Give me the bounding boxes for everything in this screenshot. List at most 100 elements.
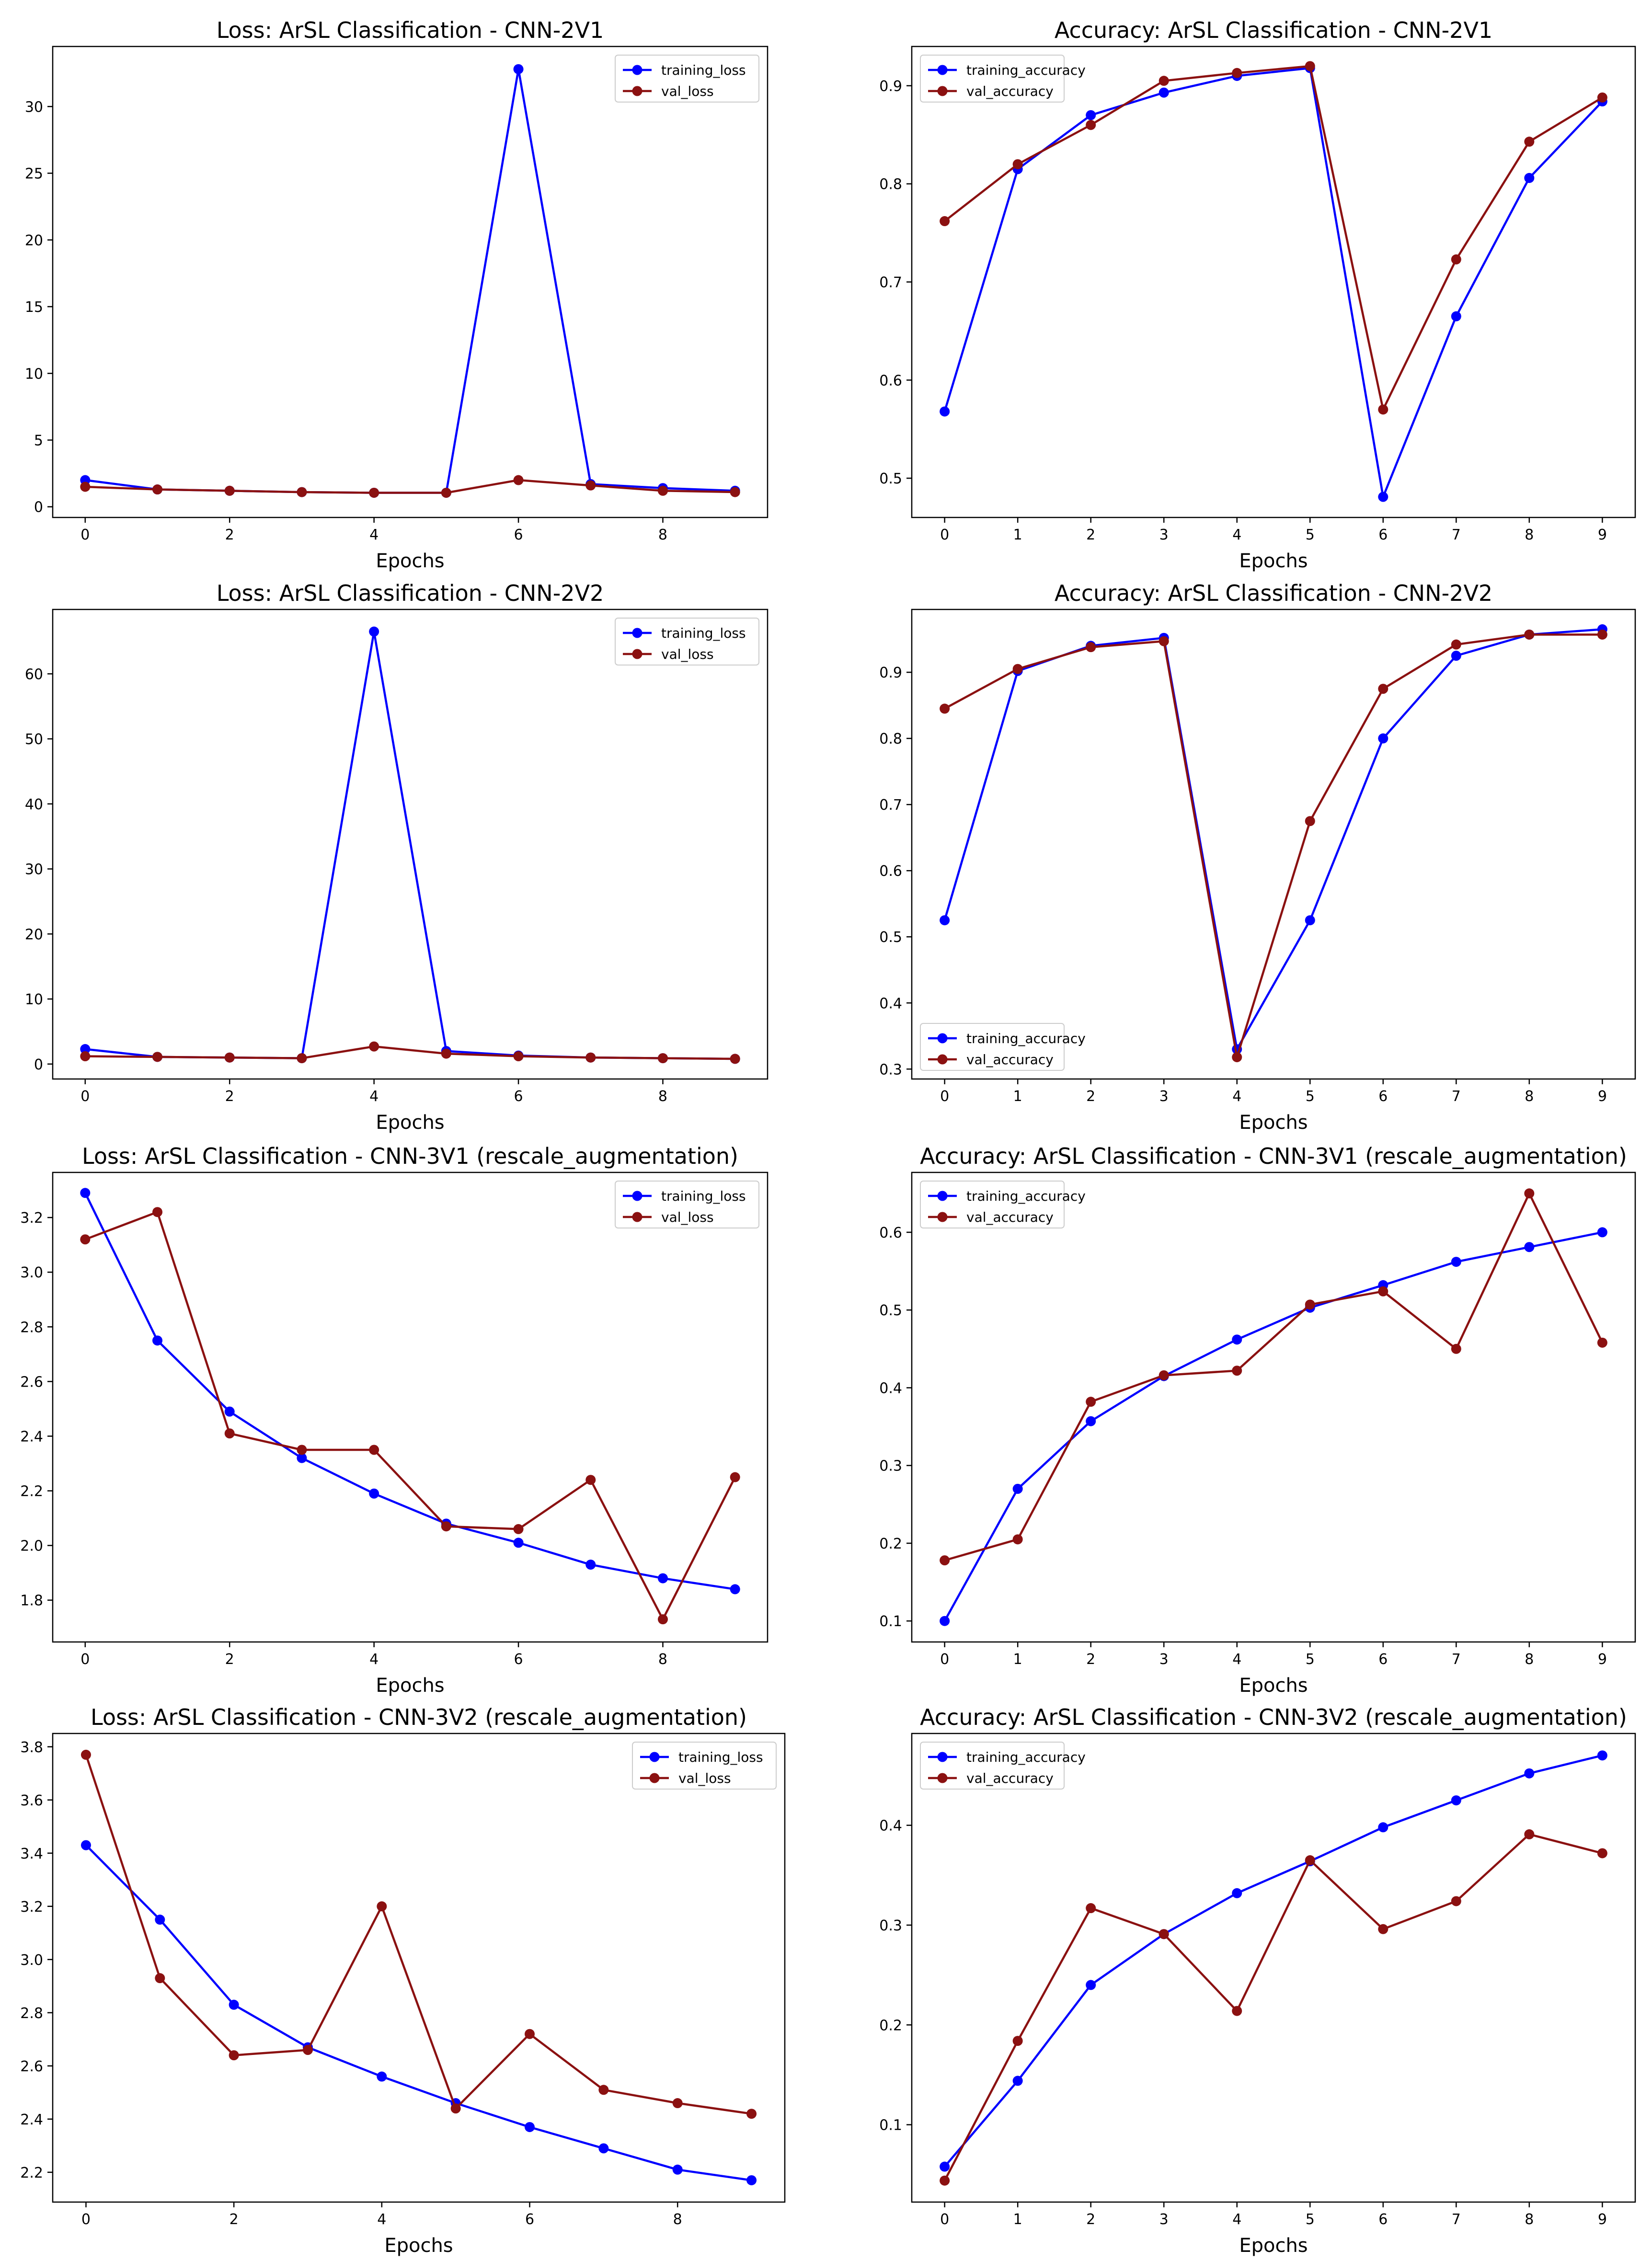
data-point-val_accuracy (1086, 120, 1096, 130)
legend: training_loss val_loss (615, 1181, 759, 1228)
x-tick-label: 9 (1598, 1088, 1607, 1105)
series-line-val_accuracy (943, 1833, 1603, 2181)
data-point-val_loss (672, 2098, 683, 2109)
data-point-training_accuracy (1524, 1242, 1535, 1252)
series-line-training_accuracy (943, 1231, 1603, 1622)
y-tick-label: 5 (34, 432, 43, 449)
x-axis-label: Epochs (1239, 1112, 1308, 1134)
x-tick-label: 6 (525, 2211, 534, 2228)
y-tick-label: 3.8 (20, 1739, 43, 1756)
data-point-val_loss (441, 1048, 451, 1059)
x-tick-label: 4 (1232, 1088, 1241, 1105)
y-tick-label: 10 (25, 991, 43, 1008)
data-point-training_accuracy (1597, 1750, 1607, 1761)
x-tick-label: 7 (1452, 1088, 1461, 1105)
legend-label: training_loss (678, 1749, 763, 1765)
y-tick-label: 0.5 (879, 471, 902, 487)
y-tick-label: 0.6 (879, 372, 902, 389)
data-point-val_accuracy (940, 703, 950, 714)
data-point-training_loss (369, 626, 379, 637)
x-tick-label: 8 (1525, 1088, 1534, 1105)
data-point-val_loss (224, 1052, 235, 1063)
chart-1: Loss: ArSL Classification - CNN-2V1 0 2 4 6 8… (25, 17, 769, 572)
y-tick-label: 2.4 (20, 2112, 43, 2128)
x-tick-label: 6 (514, 1651, 523, 1668)
chart-3: Loss: ArSL Classification - CNN-2V2 0 2 4 6 8… (25, 580, 769, 1134)
x-tick-label: 1 (1013, 1651, 1022, 1668)
x-tick-label: 9 (1598, 1651, 1607, 1668)
y-tick-label: 0.5 (879, 1302, 902, 1319)
data-point-val_accuracy (1159, 76, 1169, 86)
x-tick-label: 2 (1086, 1088, 1095, 1105)
legend-swatch-marker (937, 65, 948, 75)
y-tick-label: 0 (34, 499, 43, 516)
y-tick-label: 0 (34, 1056, 43, 1073)
data-point-training_loss (377, 2071, 387, 2082)
data-point-val_accuracy (1232, 68, 1242, 78)
chart-title: Loss: ArSL Classification - CNN-3V2 (res… (91, 1704, 747, 1730)
legend-swatch-marker (649, 1773, 660, 1783)
x-axis-label: Epochs (376, 550, 444, 572)
data-point-val_loss (377, 1901, 387, 1912)
data-point-training_loss (80, 1840, 91, 1850)
data-point-training_loss (746, 2175, 757, 2185)
data-point-training_accuracy (1159, 87, 1169, 98)
series-line-training_accuracy (943, 628, 1603, 1051)
x-tick-label: 2 (225, 1088, 234, 1105)
data-point-val_loss (229, 2050, 239, 2061)
y-tick-label: 3.6 (20, 1792, 43, 1809)
series-line-training_loss (85, 630, 735, 1060)
data-point-val_loss (369, 1041, 379, 1052)
legend-label: val_accuracy (966, 83, 1054, 99)
legend-swatch-marker (937, 1773, 948, 1783)
series-line-training_loss (85, 1844, 752, 2181)
data-point-val_loss (297, 487, 307, 497)
data-point-val_accuracy (1305, 1855, 1315, 1866)
legend-label: val_accuracy (966, 1770, 1054, 1786)
legend-label: training_loss (661, 62, 746, 78)
legend-label: training_accuracy (966, 62, 1086, 78)
data-point-val_accuracy (1378, 404, 1388, 415)
plot-frame (911, 608, 1636, 1080)
x-axis-label: Epochs (376, 1112, 444, 1134)
plot-frame (52, 1171, 769, 1643)
y-tick-label: 0.7 (879, 275, 902, 291)
data-point-val_accuracy (1305, 1299, 1315, 1310)
data-point-training_loss (369, 1488, 379, 1499)
y-tick-label: 1.8 (20, 1593, 43, 1609)
series-line-val_loss (85, 1045, 735, 1060)
x-tick-label: 7 (1452, 2211, 1461, 2228)
series-line-val_accuracy (944, 633, 1603, 1058)
x-axis-label: Epochs (1239, 550, 1308, 572)
data-point-val_loss (746, 2109, 757, 2119)
x-axis-label: Epochs (1239, 2235, 1308, 2257)
x-tick-label: 8 (658, 527, 667, 543)
data-point-training_accuracy (1378, 1822, 1388, 1833)
data-point-training_accuracy (1451, 651, 1461, 661)
data-point-val_accuracy (1451, 639, 1461, 650)
legend-swatch-marker (937, 1212, 948, 1222)
data-point-val_accuracy (1012, 1534, 1023, 1545)
x-tick-label: 3 (1159, 1088, 1169, 1105)
data-point-val_loss (657, 1614, 668, 1625)
data-point-training_loss (657, 1573, 668, 1584)
legend-swatch-marker (937, 1033, 948, 1044)
series-line-training_loss (85, 68, 735, 494)
legend-label: val_loss (661, 83, 714, 99)
y-tick-label: 0.5 (879, 929, 902, 946)
x-tick-label: 1 (1013, 2211, 1022, 2228)
y-tick-label: 3.2 (20, 1210, 43, 1227)
data-point-training_accuracy (1086, 1980, 1096, 1990)
data-point-val_accuracy (1012, 159, 1023, 170)
x-tick-label: 6 (514, 1088, 523, 1105)
data-point-val_accuracy (1086, 1903, 1096, 1914)
y-tick-label: 50 (25, 731, 43, 748)
x-tick-label: 4 (1232, 2211, 1241, 2228)
legend: training_accuracy val_accuracy (920, 1181, 1086, 1228)
x-tick-label: 7 (1452, 527, 1461, 543)
data-point-val_accuracy (1305, 61, 1315, 71)
legend-swatch-marker (632, 65, 642, 75)
data-point-val_loss (513, 1524, 524, 1534)
data-point-val_loss (441, 487, 451, 498)
data-point-val_loss (441, 1521, 451, 1532)
